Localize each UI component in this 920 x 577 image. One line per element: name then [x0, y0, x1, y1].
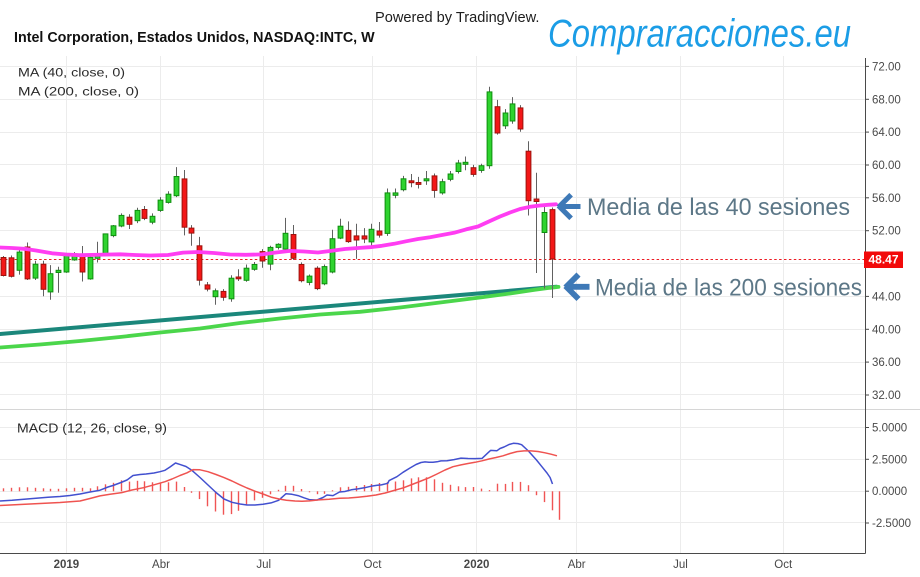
- svg-text:56.00: 56.00: [872, 193, 901, 205]
- svg-text:MACD (12, 26, close, 9): MACD (12, 26, close, 9): [17, 422, 167, 436]
- svg-text:Jul: Jul: [256, 559, 271, 571]
- svg-text:MA (200, close, 0): MA (200, close, 0): [18, 85, 139, 99]
- svg-text:2019: 2019: [54, 559, 80, 571]
- svg-text:Intel Corporation, Estados Uni: Intel Corporation, Estados Unidos, NASDA…: [14, 30, 375, 46]
- svg-text:MA (40, close, 0): MA (40, close, 0): [18, 66, 125, 80]
- svg-text:Oct: Oct: [364, 559, 383, 571]
- svg-text:Media de las 200 sesiones: Media de las 200 sesiones: [595, 274, 862, 301]
- svg-text:Powered by TradingView.: Powered by TradingView.: [375, 10, 539, 26]
- svg-text:5.0000: 5.0000: [872, 423, 907, 435]
- svg-text:Compraracciones.eu: Compraracciones.eu: [548, 13, 851, 56]
- svg-text:32.00: 32.00: [872, 390, 901, 402]
- svg-text:52.00: 52.00: [872, 226, 901, 238]
- svg-text:44.00: 44.00: [872, 291, 901, 303]
- svg-text:Abr: Abr: [152, 559, 170, 571]
- svg-text:64.00: 64.00: [872, 127, 901, 139]
- svg-text:Oct: Oct: [774, 559, 793, 571]
- svg-text:Media de las 40 sesiones: Media de las 40 sesiones: [587, 194, 850, 221]
- svg-text:72.00: 72.00: [872, 61, 901, 73]
- svg-text:48.47: 48.47: [868, 253, 898, 267]
- svg-text:0.0000: 0.0000: [872, 486, 907, 498]
- svg-text:Abr: Abr: [568, 559, 586, 571]
- svg-text:Jul: Jul: [673, 559, 688, 571]
- svg-text:40.00: 40.00: [872, 324, 901, 336]
- svg-text:-2.5000: -2.5000: [872, 518, 911, 530]
- svg-text:60.00: 60.00: [872, 160, 901, 172]
- svg-text:68.00: 68.00: [872, 94, 901, 106]
- svg-text:2.5000: 2.5000: [872, 454, 907, 466]
- svg-text:36.00: 36.00: [872, 357, 901, 369]
- svg-text:2020: 2020: [464, 559, 490, 571]
